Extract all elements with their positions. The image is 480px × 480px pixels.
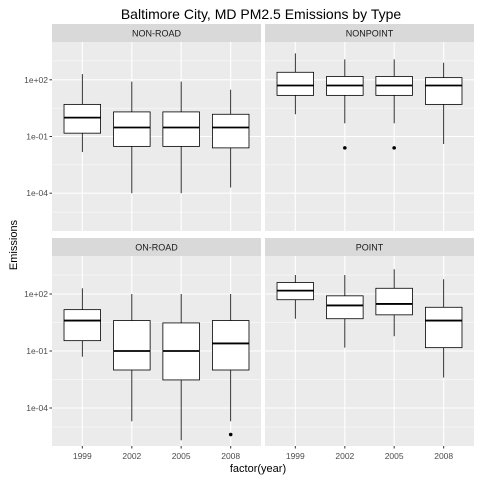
box-iqr — [212, 113, 250, 149]
facet-strip-label: ON-ROAD — [135, 243, 178, 253]
facet-strip — [52, 238, 261, 256]
facet-panel: ON-ROAD 1e-04 1e-01 1e+02 1999 2002 2005 2008 — [24, 238, 261, 461]
y-tick-label: 1e-04 — [26, 188, 48, 198]
outlier-point — [343, 146, 347, 150]
facet-panel: NONPOINT — [265, 24, 474, 231]
box-iqr — [212, 320, 250, 371]
facet-strip-label: POINT — [356, 243, 384, 253]
y-tick-label: 1e-01 — [26, 132, 48, 142]
x-tick-label: 2008 — [221, 451, 240, 461]
panels-layer: NON-ROAD 1e-04 1e-01 1e+02 NONPOINT ON-ROAD 1e… — [24, 24, 474, 461]
box-iqr — [113, 320, 151, 371]
facet-strip — [52, 24, 261, 42]
y-tick-label: 1e+02 — [24, 289, 48, 299]
box-iqr — [326, 295, 364, 320]
box-iqr — [425, 77, 463, 105]
x-tick-label: 1999 — [286, 451, 305, 461]
facet-strip — [265, 238, 474, 256]
facet-strip-label: NONPOINT — [346, 29, 394, 39]
x-tick-label: 2005 — [385, 451, 404, 461]
facet-panel: NON-ROAD 1e-04 1e-01 1e+02 — [24, 24, 261, 231]
box-iqr — [276, 71, 314, 96]
outlier-point — [392, 146, 396, 150]
y-axis-title: Emissions — [8, 219, 20, 270]
x-tick-label: 1999 — [73, 451, 92, 461]
outlier-point — [228, 432, 233, 437]
x-tick-label: 2002 — [335, 451, 354, 461]
box-iqr — [425, 306, 463, 349]
x-tick-label: 2002 — [122, 451, 141, 461]
facet-panel: POINT 1999 2002 2005 2008 — [265, 238, 474, 461]
box-iqr — [375, 287, 413, 316]
box-iqr — [162, 111, 200, 147]
facet-strip — [265, 24, 474, 42]
y-tick-label: 1e-04 — [26, 403, 48, 413]
box-iqr — [63, 103, 101, 134]
x-tick-label: 2005 — [172, 451, 191, 461]
x-axis-title: factor(year) — [230, 463, 286, 475]
x-tick-label: 2008 — [434, 451, 453, 461]
box-iqr — [63, 309, 101, 342]
box-iqr — [113, 111, 151, 147]
chart-title: Baltimore City, MD PM2.5 Emissions by Ty… — [121, 6, 402, 22]
y-tick-label: 1e+02 — [24, 75, 48, 85]
y-tick-label: 1e-01 — [26, 346, 48, 356]
facet-strip-label: NON-ROAD — [132, 29, 181, 39]
